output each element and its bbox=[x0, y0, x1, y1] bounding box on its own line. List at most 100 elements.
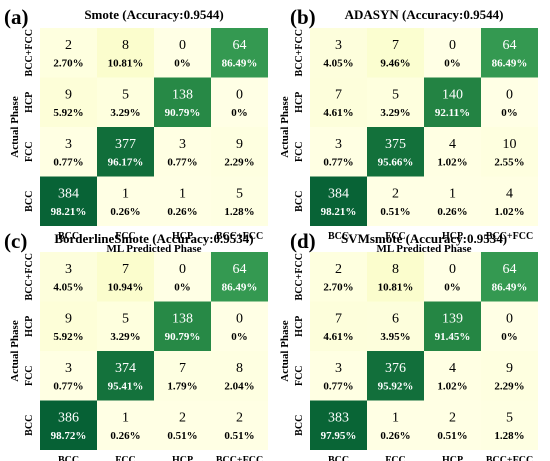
y-tick-label: BCC+FCC bbox=[24, 29, 35, 76]
cell-count: 5 bbox=[122, 311, 129, 326]
cell-percent: 0.26% bbox=[110, 206, 140, 218]
y-tick-label: BCC bbox=[294, 415, 305, 436]
x-tick-label: BCC bbox=[58, 231, 79, 242]
cell-count: 2 bbox=[335, 262, 342, 277]
cell-percent: 0% bbox=[501, 107, 518, 119]
heatmap-cell bbox=[211, 77, 268, 127]
cell-percent: 2.04% bbox=[224, 381, 254, 393]
cell-percent: 91.45% bbox=[435, 331, 471, 343]
cell-count: 9 bbox=[506, 361, 513, 376]
cell-percent: 1.28% bbox=[224, 206, 254, 218]
heatmap-cell bbox=[97, 400, 154, 450]
heatmap-cell bbox=[481, 127, 538, 177]
cell-percent: 0.26% bbox=[380, 430, 410, 442]
x-tick-label: BCC+FCC bbox=[216, 231, 263, 242]
heatmap-cell bbox=[40, 301, 97, 351]
cell-count: 7 bbox=[122, 262, 129, 277]
cell-count: 0 bbox=[236, 311, 243, 326]
cell-count: 377 bbox=[115, 137, 136, 152]
cell-percent: 3.95% bbox=[380, 331, 410, 343]
cell-percent: 0% bbox=[231, 331, 248, 343]
heatmap-cell bbox=[154, 252, 211, 302]
heatmap-cell bbox=[481, 252, 538, 302]
cell-percent: 98.21% bbox=[51, 206, 87, 218]
cell-count: 5 bbox=[236, 186, 243, 201]
y-tick-label: FCC bbox=[294, 365, 305, 386]
x-tick-label: FCC bbox=[385, 455, 406, 461]
y-tick-label: BCC bbox=[24, 191, 35, 212]
heatmap-cell bbox=[211, 301, 268, 351]
x-tick-label: BCC bbox=[58, 455, 79, 461]
cell-count: 4 bbox=[506, 186, 513, 201]
cell-percent: 2.55% bbox=[494, 157, 524, 169]
heatmap-cell bbox=[367, 301, 424, 351]
cell-percent: 0.26% bbox=[110, 430, 140, 442]
cell-count: 3 bbox=[335, 38, 342, 53]
y-tick-label: FCC bbox=[24, 141, 35, 162]
cell-count: 0 bbox=[236, 87, 243, 102]
heatmap-cell bbox=[367, 400, 424, 450]
cell-count: 64 bbox=[233, 38, 247, 53]
heatmap-cell bbox=[481, 351, 538, 401]
heatmap-cell bbox=[367, 28, 424, 78]
cell-count: 374 bbox=[115, 361, 136, 376]
cell-percent: 0% bbox=[174, 58, 191, 70]
cell-count: 2 bbox=[236, 410, 243, 425]
cell-count: 3 bbox=[65, 262, 72, 277]
y-tick-label: BCC+FCC bbox=[294, 253, 305, 300]
cell-count: 9 bbox=[65, 87, 72, 102]
cell-count: 138 bbox=[172, 87, 193, 102]
heatmap-cell bbox=[40, 252, 97, 302]
heatmap-cell bbox=[424, 176, 481, 226]
cell-percent: 10.81% bbox=[108, 58, 144, 70]
cell-percent: 2.70% bbox=[53, 58, 83, 70]
cell-count: 386 bbox=[58, 410, 79, 425]
cell-percent: 0% bbox=[501, 331, 518, 343]
heatmap-cell bbox=[154, 351, 211, 401]
y-tick-label: BCC+FCC bbox=[294, 29, 305, 76]
panel-letter: (d) bbox=[290, 229, 316, 253]
cell-count: 0 bbox=[506, 311, 513, 326]
heatmap-cell bbox=[310, 127, 367, 177]
heatmap-cell bbox=[310, 28, 367, 78]
cell-count: 0 bbox=[449, 262, 456, 277]
cell-count: 3 bbox=[335, 137, 342, 152]
cell-percent: 97.95% bbox=[321, 430, 357, 442]
heatmap-cell bbox=[154, 28, 211, 78]
cell-count: 0 bbox=[179, 262, 186, 277]
y-tick-label: HCP bbox=[24, 92, 35, 113]
panel-letter: (c) bbox=[4, 229, 27, 253]
x-tick-label: HCP bbox=[172, 231, 193, 242]
cell-count: 0 bbox=[179, 38, 186, 53]
x-tick-label: BCC bbox=[328, 231, 349, 242]
confusion-matrix-panel: (b) ADASYN (Accuracy:0.9544) 3 4.05% 7 9.46% 0… bbox=[279, 5, 538, 255]
chart-title: Smote (Accuracy:0.9544) bbox=[84, 7, 223, 22]
x-tick-label: BCC bbox=[328, 455, 349, 461]
heatmap-cell bbox=[154, 127, 211, 177]
cell-count: 3 bbox=[335, 361, 342, 376]
cell-percent: 0.26% bbox=[167, 206, 197, 218]
cell-percent: 10.81% bbox=[378, 282, 414, 294]
cell-percent: 3.29% bbox=[110, 331, 140, 343]
cell-count: 384 bbox=[328, 186, 349, 201]
cell-count: 7 bbox=[392, 38, 399, 53]
cell-percent: 10.94% bbox=[108, 282, 144, 294]
cell-percent: 4.61% bbox=[323, 331, 353, 343]
cell-count: 2 bbox=[449, 410, 456, 425]
cell-count: 0 bbox=[449, 38, 456, 53]
heatmap-cell bbox=[211, 127, 268, 177]
cell-count: 8 bbox=[236, 361, 243, 376]
confusion-matrix-panel: (c) BorderlineSmote (Accuracy:0.9534) 3 4.0… bbox=[4, 229, 268, 461]
heatmap-cell bbox=[310, 301, 367, 351]
cell-percent: 95.41% bbox=[108, 381, 144, 393]
heatmap-cell bbox=[367, 77, 424, 127]
chart-title: SVMsmote (Accuracy:0.9534) bbox=[341, 231, 507, 246]
heatmap-cell bbox=[424, 351, 481, 401]
cell-count: 64 bbox=[503, 262, 517, 277]
cell-percent: 98.72% bbox=[51, 430, 87, 442]
cell-count: 140 bbox=[442, 87, 463, 102]
heatmap-cell bbox=[211, 400, 268, 450]
cell-percent: 0% bbox=[444, 58, 461, 70]
x-tick-label: FCC bbox=[115, 455, 136, 461]
